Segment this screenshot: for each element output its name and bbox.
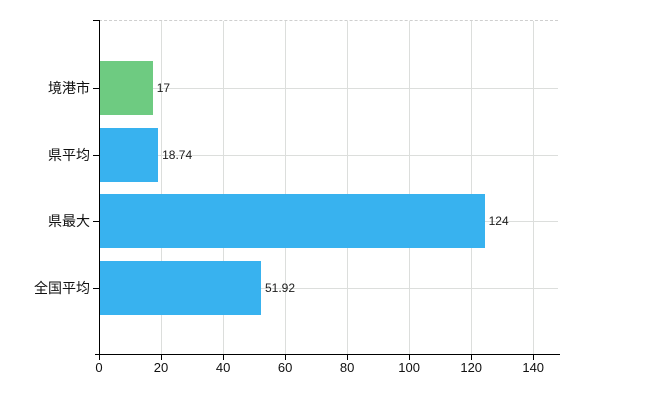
gridline-vertical — [285, 21, 287, 354]
y-category-label: 県平均 — [48, 147, 90, 163]
x-axis-tick — [223, 355, 225, 360]
gridline-vertical — [347, 21, 349, 354]
gridline-vertical — [409, 21, 411, 354]
y-axis-tick — [93, 288, 99, 289]
bar-value-label: 18.74 — [162, 148, 193, 162]
x-tick-label: 20 — [153, 360, 169, 375]
gridline-vertical — [161, 21, 162, 354]
x-tick-label: 0 — [95, 360, 103, 375]
y-axis-tick — [93, 155, 99, 156]
y-axis-line — [99, 20, 100, 354]
bar-value-label: 51.92 — [265, 281, 296, 295]
plot-top-border — [99, 20, 558, 21]
y-axis-tick — [93, 221, 99, 222]
gridline-vertical — [533, 21, 535, 354]
x-tick-label: 100 — [398, 360, 420, 375]
x-axis-tick — [285, 355, 287, 360]
bar — [100, 261, 261, 315]
x-tick-label: 140 — [522, 360, 545, 375]
y-category-label: 県最大 — [48, 213, 90, 229]
y-axis-tick — [93, 88, 99, 89]
x-axis-line — [95, 354, 560, 355]
gridline-horizontal — [100, 288, 558, 289]
x-tick-label: 80 — [339, 360, 355, 375]
bar — [100, 61, 153, 115]
x-axis-tick — [409, 355, 411, 360]
y-category-label: 境港市 — [48, 80, 90, 96]
bar — [100, 194, 485, 248]
bar-value-label: 17 — [156, 81, 171, 95]
x-axis-tick — [161, 355, 162, 360]
gridline-vertical — [471, 21, 473, 354]
x-tick-label: 40 — [215, 360, 231, 375]
x-axis-tick — [347, 355, 349, 360]
gridline-horizontal — [100, 155, 558, 156]
bar — [100, 128, 159, 182]
x-axis-tick — [99, 355, 100, 360]
gridline-horizontal — [100, 88, 558, 89]
x-tick-label: 60 — [277, 360, 293, 375]
x-axis-tick — [471, 355, 473, 360]
y-axis-top-tick — [93, 20, 99, 21]
x-tick-label: 120 — [460, 360, 483, 375]
x-axis-tick — [533, 355, 535, 360]
bar-value-label: 124 — [488, 214, 509, 228]
gridline-vertical — [223, 21, 225, 354]
y-category-label: 全国平均 — [34, 280, 90, 296]
